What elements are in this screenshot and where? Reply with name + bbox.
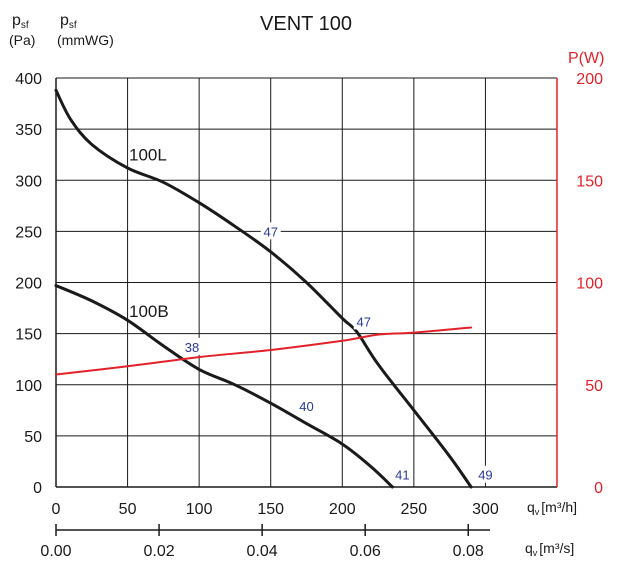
right-tick-label: 0 <box>594 480 603 497</box>
x2-tick-label: 0.02 <box>143 543 174 560</box>
x-axis-label-m3s: qv [m³/s] <box>525 540 574 558</box>
left-axis-label-main: p <box>12 12 21 29</box>
right-tick-label: 100 <box>576 276 603 293</box>
left-axis-label: psf <box>60 12 77 31</box>
x-axis-label-m3h-sub: v <box>535 507 540 517</box>
efficiency-label: 40 <box>299 399 313 414</box>
annotation-bg <box>296 397 317 415</box>
labels: 0 50 100 150 200 250 300 350 400 0 50 100 150 200 0 50 1… <box>9 12 604 560</box>
left-tick-label: 250 <box>15 224 42 241</box>
efficiency-label: 38 <box>185 340 199 355</box>
curve-name-label: 100L <box>129 146 167 165</box>
x-axis-label-m3h: qv [m³/h] <box>527 499 577 517</box>
right-tick-label: 200 <box>576 71 603 88</box>
x-axis-label-m3s-main: q <box>525 540 533 556</box>
left-tick-label: 400 <box>15 71 42 88</box>
left-axis-label-main: p <box>60 12 69 29</box>
left-tick-label: 100 <box>15 378 42 395</box>
right-tick-label: 150 <box>576 173 603 190</box>
left-axis-label-sub: sf <box>69 20 77 31</box>
series-layer <box>54 88 473 489</box>
left-axis-unit: (Pa) <box>9 32 35 48</box>
x-tick-label-m3h: 250 <box>401 501 428 518</box>
left-axis-label-sub: sf <box>21 20 29 31</box>
annotation-bg <box>260 222 281 240</box>
x-axis-label-m3s-unit: [m³/s] <box>539 540 574 556</box>
x-axis-label-m3h-main: q <box>527 499 535 515</box>
left-tick-label: 350 <box>15 122 42 139</box>
annotation-bg <box>475 465 496 483</box>
efficiency-label: 47 <box>263 224 277 239</box>
x2-tick-label: 0.08 <box>453 543 484 560</box>
x-tick-label-m3h: 200 <box>329 501 356 518</box>
x-tick-label-m3h: 150 <box>257 501 284 518</box>
left-tick-label: 50 <box>24 429 42 446</box>
x-tick-label-m3h: 0 <box>52 501 61 518</box>
x-tick-label-m3h: 300 <box>472 501 499 518</box>
x-axis-label-m3h-unit: [m³/h] <box>541 499 577 515</box>
right-axis-label: P(W) <box>568 50 604 67</box>
left-axis-unit: (mmWG) <box>57 32 114 48</box>
left-tick-label: 150 <box>15 327 42 344</box>
x2-tick-label: 0.00 <box>40 543 71 560</box>
series-line-100b <box>54 284 394 489</box>
efficiency-label: 47 <box>357 314 371 329</box>
right-tick-label: 50 <box>585 378 603 395</box>
x2-tick-label: 0.04 <box>247 543 278 560</box>
x-axis-label-m3s-sub: v <box>533 548 538 558</box>
left-tick-label: 300 <box>15 173 42 190</box>
annotation-bg <box>353 312 374 330</box>
efficiency-label: 49 <box>478 468 492 483</box>
series-line-100l <box>54 88 473 489</box>
efficiency-label: 41 <box>395 468 409 483</box>
curve-name-label: 100B <box>129 302 169 321</box>
annotation-bg <box>392 465 413 483</box>
x-tick-label-m3h: 100 <box>186 501 213 518</box>
series-line-power <box>55 326 473 376</box>
x-tick-label-m3h: 50 <box>119 501 137 518</box>
chart-title: VENT 100 <box>260 13 352 35</box>
left-axis-label: psf <box>12 12 29 31</box>
left-tick-label: 200 <box>15 276 42 293</box>
axes <box>55 77 558 536</box>
left-tick-label: 0 <box>33 480 42 497</box>
annotation-bg <box>181 337 202 355</box>
x2-tick-label: 0.06 <box>350 543 381 560</box>
grid <box>56 78 557 487</box>
